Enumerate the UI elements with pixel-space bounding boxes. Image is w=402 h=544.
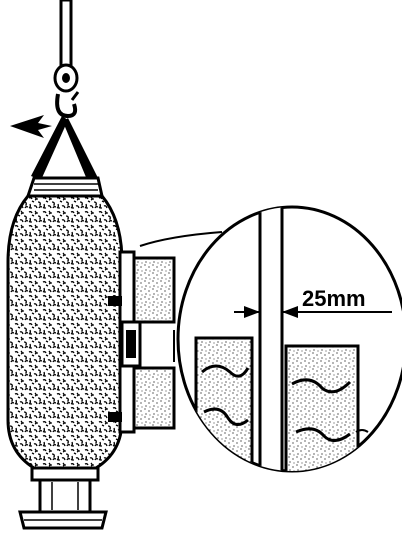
side-fittings xyxy=(108,250,176,434)
dimension-label: 25mm xyxy=(302,286,366,311)
crane-hook-icon xyxy=(53,0,80,119)
callout-leader xyxy=(139,231,223,247)
lifting-straps xyxy=(31,116,98,182)
dimension-arrows xyxy=(234,306,392,318)
filter-vessel xyxy=(6,176,124,530)
detail-callout: 25mm xyxy=(176,205,402,473)
lift-direction-arrow-icon xyxy=(10,115,52,138)
